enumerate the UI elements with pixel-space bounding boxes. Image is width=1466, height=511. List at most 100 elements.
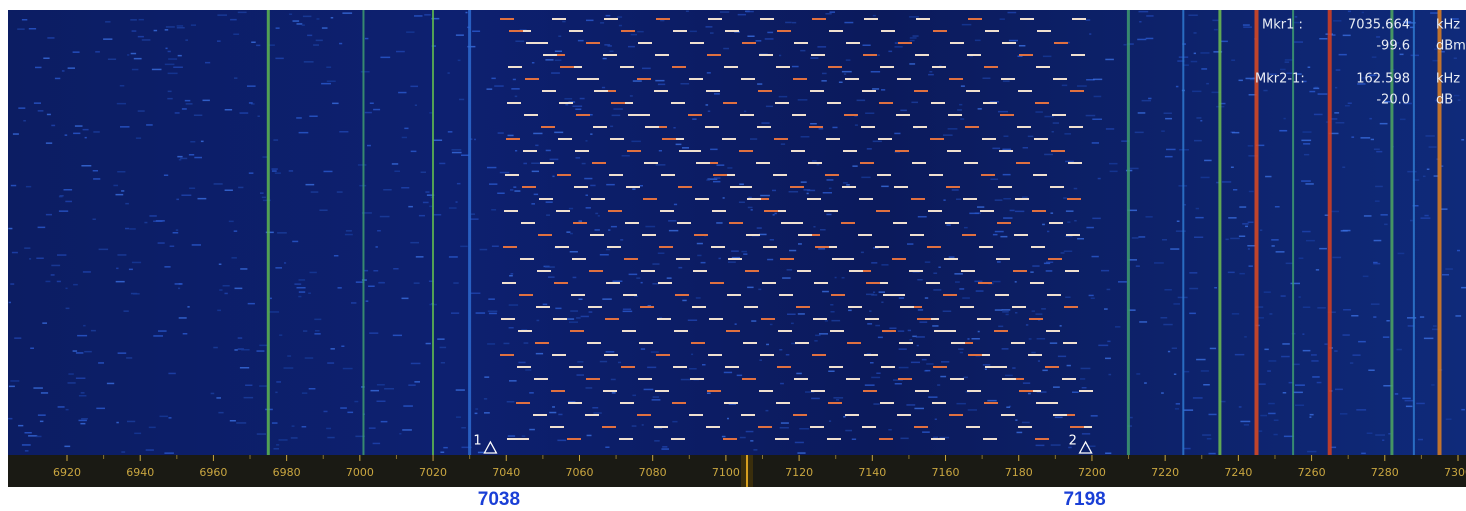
speckle bbox=[219, 264, 222, 266]
speckle bbox=[65, 201, 72, 203]
speckle bbox=[373, 270, 378, 272]
speckle bbox=[1283, 392, 1287, 394]
speckle bbox=[142, 39, 151, 41]
speckle bbox=[365, 38, 369, 40]
speckle bbox=[414, 282, 420, 284]
speckle bbox=[217, 310, 221, 312]
speckle bbox=[1275, 206, 1280, 208]
speckle bbox=[1367, 433, 1373, 435]
signal-burst bbox=[591, 198, 605, 200]
speckle bbox=[619, 25, 622, 27]
speckle bbox=[327, 81, 336, 83]
speckle bbox=[779, 55, 781, 57]
speckle bbox=[1381, 214, 1388, 216]
speckle bbox=[978, 108, 982, 110]
speckle bbox=[1312, 376, 1320, 378]
speckle bbox=[399, 433, 401, 435]
speckle bbox=[1340, 413, 1347, 415]
speckle bbox=[38, 414, 46, 416]
speckle bbox=[573, 277, 577, 279]
speckle bbox=[1375, 186, 1383, 188]
speckle bbox=[1348, 11, 1351, 13]
speckle bbox=[497, 193, 505, 195]
speckle bbox=[907, 243, 913, 245]
speckle bbox=[714, 93, 720, 95]
speckle bbox=[168, 373, 175, 375]
speckle bbox=[610, 51, 614, 53]
signal-burst bbox=[846, 42, 860, 44]
speckle bbox=[633, 80, 642, 82]
signal-burst bbox=[594, 90, 608, 92]
speckle bbox=[1316, 269, 1319, 271]
signal-burst bbox=[638, 42, 652, 44]
speckle bbox=[12, 252, 18, 254]
speckle bbox=[914, 408, 924, 410]
signal-burst bbox=[896, 114, 910, 116]
speckle bbox=[331, 348, 335, 350]
speckle bbox=[918, 309, 923, 311]
speckle bbox=[822, 73, 827, 75]
tick-label: 7140 bbox=[858, 466, 886, 479]
speckle bbox=[371, 390, 380, 392]
speckle bbox=[408, 384, 415, 386]
speckle bbox=[480, 249, 488, 251]
signal-burst bbox=[1035, 102, 1049, 104]
speckle bbox=[213, 347, 218, 349]
speckle bbox=[1067, 221, 1070, 223]
speckle bbox=[1268, 403, 1275, 405]
speckle bbox=[1281, 295, 1286, 297]
speckle bbox=[230, 420, 236, 422]
speckle bbox=[234, 349, 237, 351]
speckle bbox=[618, 362, 621, 364]
speckle bbox=[662, 446, 667, 448]
speckle bbox=[759, 234, 767, 236]
speckle bbox=[1291, 283, 1301, 285]
speckle bbox=[1458, 99, 1461, 101]
speckle bbox=[105, 21, 110, 23]
speckle bbox=[632, 395, 636, 397]
signal-burst bbox=[880, 402, 894, 404]
signal-burst bbox=[897, 414, 911, 416]
speckle bbox=[166, 48, 168, 50]
signal-burst bbox=[522, 186, 536, 188]
speckle bbox=[1364, 215, 1372, 217]
speckle bbox=[456, 416, 461, 418]
speckle bbox=[766, 106, 773, 108]
speckle bbox=[232, 257, 237, 259]
speckle bbox=[448, 72, 450, 74]
speckle bbox=[913, 35, 919, 37]
speckle bbox=[537, 320, 540, 322]
signal-burst bbox=[950, 42, 964, 44]
speckle bbox=[872, 88, 879, 90]
speckle bbox=[370, 103, 374, 105]
signal-burst bbox=[673, 366, 687, 368]
speckle bbox=[327, 362, 334, 364]
speckle bbox=[1305, 183, 1313, 185]
speckle bbox=[107, 383, 114, 385]
speckle bbox=[1402, 398, 1411, 400]
signal-burst bbox=[605, 318, 619, 320]
speckle bbox=[674, 204, 677, 206]
signal-burst bbox=[620, 402, 634, 404]
speckle bbox=[819, 128, 824, 130]
speckle bbox=[368, 286, 375, 288]
signal-burst bbox=[639, 342, 653, 344]
speckle bbox=[30, 348, 34, 350]
tick-label: 7200 bbox=[1078, 466, 1106, 479]
speckle bbox=[798, 243, 802, 245]
speckle bbox=[911, 362, 920, 364]
signal-burst bbox=[876, 210, 890, 212]
signal-burst bbox=[978, 282, 992, 284]
speckle bbox=[437, 338, 444, 340]
signal-burst bbox=[569, 30, 583, 32]
speckle bbox=[51, 265, 60, 267]
speckle bbox=[219, 289, 222, 291]
speckle bbox=[324, 171, 333, 173]
signal-burst bbox=[846, 378, 860, 380]
speckle bbox=[14, 337, 21, 339]
speckle bbox=[23, 120, 26, 122]
speckle bbox=[796, 373, 802, 375]
speckle bbox=[256, 45, 260, 47]
speckle bbox=[735, 323, 737, 325]
signal-burst bbox=[911, 198, 925, 200]
